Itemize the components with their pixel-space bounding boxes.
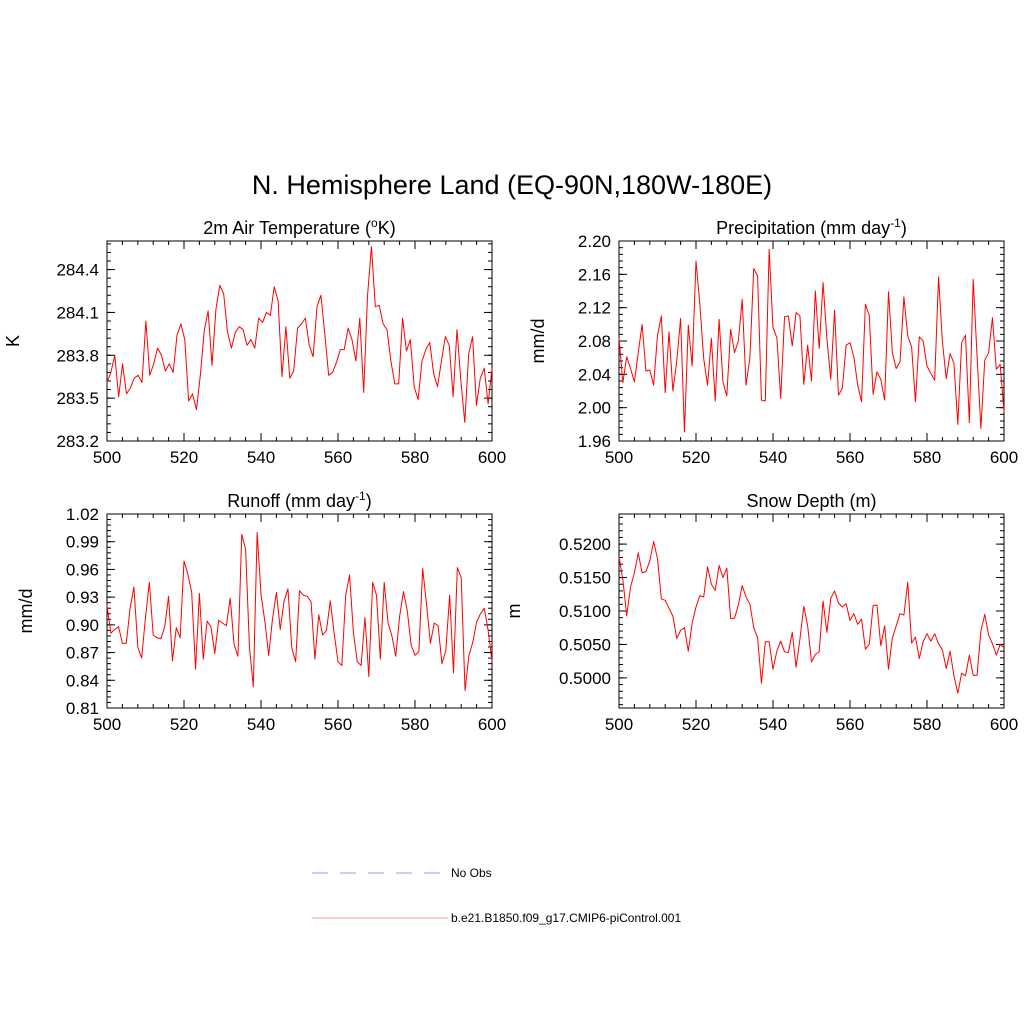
y-tick-label: 0.84 [66, 671, 99, 690]
y-tick-label: 0.5200 [559, 535, 611, 554]
panel-title-text: Runoff (mm day [227, 491, 355, 511]
series-line [106, 531, 493, 691]
y-tick-label: 2.08 [578, 332, 611, 351]
panel-temperature: 500 520 540 560 580 600 283.2 283.5 283.8 284.1 28… [3, 216, 506, 467]
x-tick-label: 520 [682, 448, 710, 467]
y-tick-label: 0.5150 [559, 569, 611, 588]
legend-model-label: b.e21.B1850.f09_g17.CMIP6-piControl.001 [451, 911, 681, 925]
x-tick-label: 500 [605, 715, 633, 734]
plot-frame [618, 513, 1005, 709]
panel-title-superscript: o [371, 216, 378, 230]
x-tick-label: 600 [478, 715, 506, 734]
x-tick-label: 580 [401, 715, 429, 734]
x-tick-label: 540 [759, 448, 787, 467]
y-tick-label: 283.8 [56, 346, 99, 365]
x-tick-label: 600 [990, 448, 1018, 467]
y-tick-label: 2.12 [578, 299, 611, 318]
legend-obs-label: No Obs [451, 866, 492, 880]
panel-precipitation: 500 520 540 560 580 600 1.96 2.00 2.04 2.08 2.12 2.… [528, 216, 1018, 467]
x-tick-label: 520 [682, 715, 710, 734]
plot-frame [618, 240, 1005, 442]
x-tick-label: 560 [324, 715, 352, 734]
series-line [618, 540, 1005, 694]
x-tick-label: 540 [247, 448, 275, 467]
panel-runoff: 500 520 540 560 580 600 0.81 0.84 0.87 0.90 0.93 0.… [16, 489, 506, 734]
panel-title: Runoff (mm day-1) [227, 489, 371, 511]
y-tick-label: 2.20 [578, 232, 611, 251]
series-line [618, 248, 1005, 433]
x-tick-label: 500 [605, 448, 633, 467]
panel-snow-depth: 500 520 540 560 580 600 0.5000 0.5050 0.5100 0.51… [504, 491, 1018, 734]
y-tick-label: 284.4 [56, 261, 99, 280]
panel-title: Snow Depth (m) [746, 491, 876, 511]
y-tick-label: 1.96 [578, 432, 611, 451]
plot-frame [106, 513, 493, 709]
y-tick-label: 2.16 [578, 265, 611, 284]
y-tick-label: 0.5100 [559, 602, 611, 621]
x-tick-label: 580 [913, 448, 941, 467]
y-tick-label: 0.93 [66, 588, 99, 607]
y-axis-label: m [504, 604, 524, 619]
panel-title-superscript: -1 [890, 216, 901, 230]
x-tick-label: 560 [836, 448, 864, 467]
x-tick-label: 580 [401, 448, 429, 467]
plot-frame [106, 240, 493, 442]
x-tick-label: 600 [478, 448, 506, 467]
y-tick-label: 0.99 [66, 533, 99, 552]
y-axis-label: K [3, 335, 23, 347]
x-tick-label: 600 [990, 715, 1018, 734]
x-tick-label: 500 [93, 448, 121, 467]
panel-title-text-end: ) [366, 491, 372, 511]
y-tick-label: 0.87 [66, 644, 99, 663]
y-tick-label: 2.00 [578, 399, 611, 418]
panel-title-text: 2m Air Temperature ( [203, 218, 371, 238]
y-tick-label: 0.5000 [559, 669, 611, 688]
x-tick-label: 560 [324, 448, 352, 467]
x-tick-label: 500 [93, 715, 121, 734]
y-tick-label: 283.5 [56, 389, 99, 408]
series-line [106, 246, 493, 423]
panel-title: Precipitation (mm day-1) [716, 216, 907, 238]
y-tick-label: 283.2 [56, 432, 99, 451]
y-tick-label: 284.1 [56, 303, 99, 322]
y-axis-label: mm/d [528, 319, 548, 364]
y-tick-label: 0.96 [66, 560, 99, 579]
panel-title-text-end: K) [378, 218, 396, 238]
figure-title: N. Hemisphere Land (EQ-90N,180W-180E) [252, 170, 772, 200]
legend: No Obs b.e21.B1850.f09_g17.CMIP6-piContr… [312, 866, 681, 925]
x-tick-label: 520 [170, 715, 198, 734]
y-axis-label: mm/d [16, 589, 36, 634]
panel-title-text-end: ) [901, 218, 907, 238]
panel-title-superscript: -1 [355, 489, 366, 503]
x-tick-label: 540 [247, 715, 275, 734]
x-tick-label: 520 [170, 448, 198, 467]
panel-title-text: Precipitation (mm day [716, 218, 890, 238]
panel-title-text: Snow Depth (m) [746, 491, 876, 511]
y-tick-label: 2.04 [578, 365, 611, 384]
x-tick-label: 540 [759, 715, 787, 734]
y-tick-label: 1.02 [66, 505, 99, 524]
y-tick-label: 0.81 [66, 699, 99, 718]
y-tick-label: 0.90 [66, 616, 99, 635]
x-tick-label: 580 [913, 715, 941, 734]
panel-title: 2m Air Temperature (oK) [203, 216, 395, 238]
y-tick-label: 0.5050 [559, 635, 611, 654]
x-tick-label: 560 [836, 715, 864, 734]
